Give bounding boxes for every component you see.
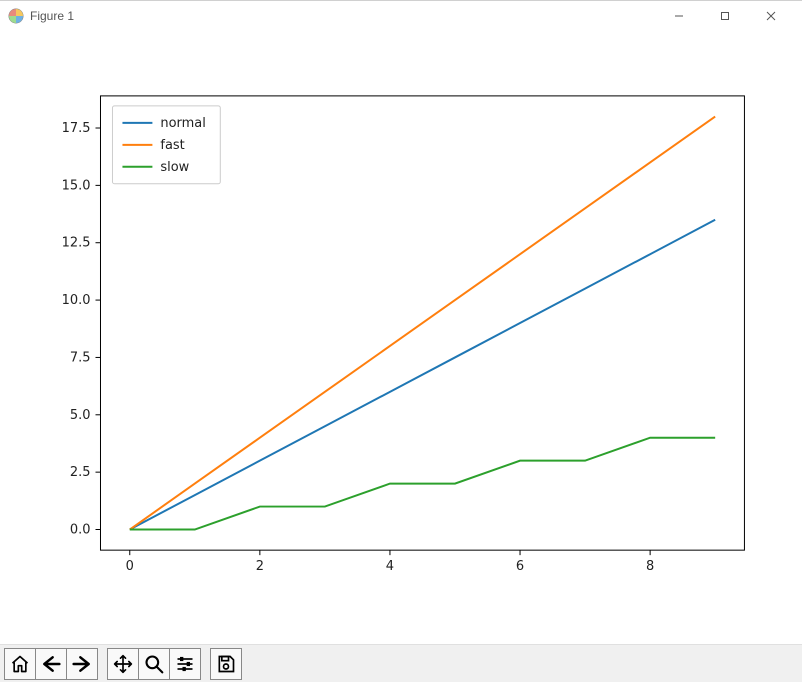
x-tick-label: 8 xyxy=(646,559,654,574)
line-chart: 0 2 4 6 8 0.0 2.5 5.0 7.5 10.0 12.5 15.0 17.5 normal f… xyxy=(0,31,802,644)
y-tick-label: 12.5 xyxy=(62,236,91,251)
x-tick-label: 6 xyxy=(516,559,524,574)
y-tick-label: 2.5 xyxy=(70,465,91,480)
minimize-icon xyxy=(674,11,684,21)
legend-label-fast: fast xyxy=(160,138,184,153)
sliders-icon xyxy=(175,654,195,674)
toolbar-forward-button[interactable] xyxy=(66,648,98,680)
forward-icon xyxy=(72,654,92,674)
y-tick-label: 17.5 xyxy=(62,121,91,136)
toolbar-home-button[interactable] xyxy=(4,648,36,680)
y-tick-label: 5.0 xyxy=(70,408,91,423)
toolbar-pan-button[interactable] xyxy=(107,648,139,680)
x-tick-label: 4 xyxy=(386,559,394,574)
y-tick-label: 7.5 xyxy=(70,350,91,365)
y-tick-label: 0.0 xyxy=(70,522,91,537)
save-icon xyxy=(216,654,236,674)
window-title: Figure 1 xyxy=(30,9,74,23)
figure-canvas[interactable]: 0 2 4 6 8 0.0 2.5 5.0 7.5 10.0 12.5 15.0 17.5 normal f… xyxy=(0,31,802,644)
zoom-icon xyxy=(144,654,164,674)
y-tick-label: 15.0 xyxy=(62,178,91,193)
window-titlebar: Figure 1 xyxy=(0,1,802,31)
toolbar-back-button[interactable] xyxy=(35,648,67,680)
close-icon xyxy=(766,11,776,21)
toolbar-zoom-button[interactable] xyxy=(138,648,170,680)
toolbar-save-button[interactable] xyxy=(210,648,242,680)
move-icon xyxy=(113,654,133,674)
matplotlib-toolbar xyxy=(0,644,802,682)
maximize-icon xyxy=(720,11,730,21)
app-icon xyxy=(8,8,24,24)
window-maximize-button[interactable] xyxy=(702,1,748,31)
x-tick-label: 0 xyxy=(126,559,134,574)
home-icon xyxy=(10,654,30,674)
y-tick-label: 10.0 xyxy=(62,293,91,308)
legend-label-normal: normal xyxy=(160,116,205,131)
back-icon xyxy=(41,654,61,674)
toolbar-configure-button[interactable] xyxy=(169,648,201,680)
window-minimize-button[interactable] xyxy=(656,1,702,31)
x-tick-label: 2 xyxy=(256,559,264,574)
legend-label-slow: slow xyxy=(160,160,189,175)
window-close-button[interactable] xyxy=(748,1,794,31)
